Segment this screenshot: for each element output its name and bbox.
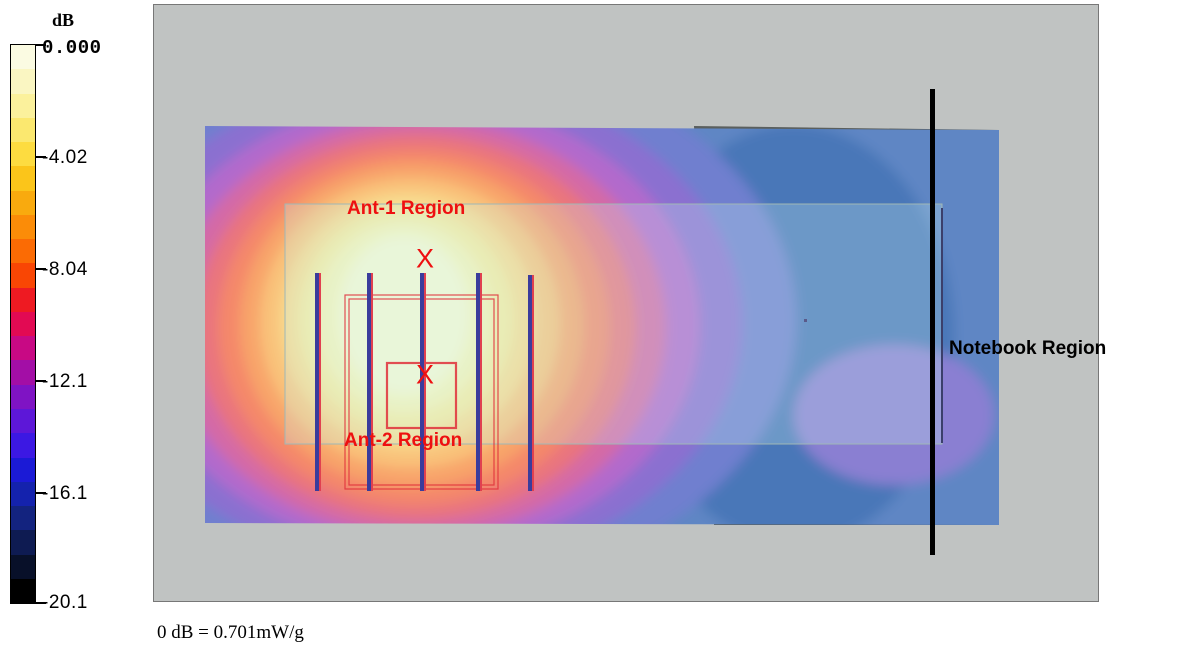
scale-color-band [11, 214, 35, 240]
scale-color-band [11, 93, 35, 118]
scale-label-0: 0.000 [42, 37, 102, 59]
scale-tick [36, 492, 46, 494]
scale-label-4: -16.1 [42, 483, 88, 504]
scale-color-band [11, 433, 35, 458]
scale-tick [36, 602, 46, 604]
scale-unit-label: dB [52, 10, 75, 30]
scale-color-band [11, 69, 35, 94]
scale-tick [36, 380, 46, 382]
field-lavender-spot [794, 345, 994, 485]
scale-label-5: -20.1 [42, 592, 88, 613]
color-scale-bar [10, 44, 36, 604]
scale-label-2: -8.04 [42, 259, 88, 280]
scale-color-band [11, 384, 35, 409]
ant1-marker-x: X [415, 243, 435, 274]
scale-label-1: -4.02 [42, 147, 88, 168]
antenna-element [367, 273, 373, 491]
scale-tick [36, 156, 46, 158]
ant1-region-label: Ant-1 Region [347, 198, 466, 219]
scale-color-band [11, 457, 35, 482]
scale-color-band [11, 554, 35, 579]
sar-distribution-plot: Ant-1 Region X X Ant-2 Region [153, 4, 1099, 602]
scale-label-3: -12.1 [42, 371, 88, 392]
scale-color-band [11, 408, 35, 434]
sar-field-map [205, 126, 999, 525]
antenna-element [476, 273, 482, 491]
notebook-body-overlay [284, 203, 943, 445]
scale-color-band [11, 578, 35, 604]
reference-caption: 0 dB = 0.701mW/g [157, 622, 304, 643]
scale-color-band [11, 530, 35, 555]
antenna-element [315, 273, 321, 491]
ant2-marker-x: X [415, 359, 435, 390]
field-probe-dot [804, 319, 807, 322]
notebook-region-line [930, 89, 935, 555]
color-scale-legend: dB 0.000 -4.02 -8.04 -12.1 -16.1 -20.1 [0, 0, 150, 620]
antenna-element [528, 275, 534, 491]
scale-color-band [11, 45, 35, 70]
scale-color-band [11, 311, 35, 337]
ant2-region-label: Ant-2 Region [344, 430, 463, 451]
scale-color-band [11, 142, 35, 167]
scale-tick [36, 44, 46, 46]
scale-color-band [11, 166, 35, 191]
notebook-region-label: Notebook Region [949, 338, 1107, 359]
antenna-element [420, 273, 426, 491]
scale-color-band [11, 239, 35, 264]
scale-color-band [11, 360, 35, 385]
scale-color-band [11, 190, 35, 215]
scale-tick [36, 268, 46, 270]
scale-color-band [11, 263, 35, 288]
antenna-elements [315, 273, 534, 491]
scale-color-band [11, 506, 35, 531]
scale-color-band [11, 481, 35, 507]
scale-color-band [11, 287, 35, 312]
scale-color-band [11, 117, 35, 143]
scale-color-band [11, 336, 35, 361]
